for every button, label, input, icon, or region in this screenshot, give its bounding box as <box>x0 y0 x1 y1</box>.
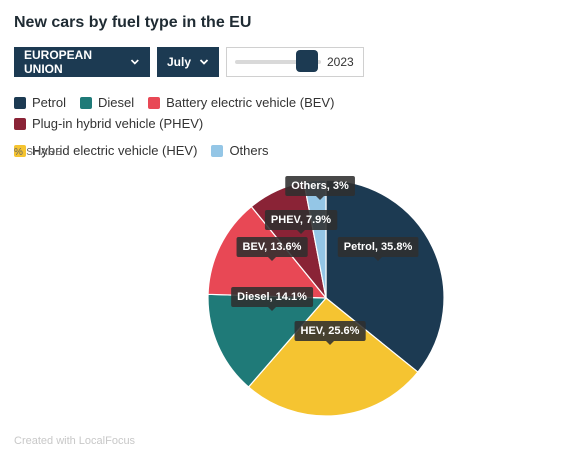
data-label-text: Petrol, 35.8% <box>344 241 413 253</box>
data-label-diesel: Diesel, 14.1% <box>231 287 314 311</box>
filter-controls: EUROPEAN UNION July 2023 <box>14 47 364 77</box>
chevron-down-icon <box>131 59 140 65</box>
year-slider: 2023 <box>226 47 364 77</box>
legend-item[interactable]: Battery electric vehicle (BEV) <box>148 95 334 110</box>
pie-slice-diesel[interactable] <box>207 293 328 388</box>
legend-label: Plug-in hybrid vehicle (PHEV) <box>32 116 204 131</box>
legend-swatch <box>79 96 92 109</box>
chart-legend: Petrol Diesel Battery electric vehicle (BE… <box>14 95 534 158</box>
legend-item[interactable]: Plug-in hybrid vehicle (PHEV) <box>14 116 203 131</box>
legend-swatch <box>14 96 26 109</box>
year-slider-track[interactable] <box>235 50 321 72</box>
data-label-text: HEV, 25.6% <box>301 325 360 337</box>
data-label-petrol: Petrol, 35.8% <box>337 237 419 261</box>
legend-swatch <box>14 117 26 130</box>
region-dropdown-label: EUROPEAN UNION <box>24 48 93 76</box>
value-axis-label: % SHARE <box>14 147 63 158</box>
data-label-bev: BEV, 13.6% <box>236 237 308 261</box>
chart-title: New cars by fuel type in the EU <box>14 14 252 31</box>
legend-item[interactable]: Diesel <box>79 95 135 110</box>
credit-link[interactable]: Created with LocalFocus <box>14 435 136 447</box>
legend-label: Others <box>229 143 269 158</box>
legend-label: Petrol <box>32 95 66 110</box>
data-label-text: Diesel, 14.1% <box>237 291 307 303</box>
legend-swatch <box>211 144 224 157</box>
data-label-hev: HEV, 25.6% <box>294 321 366 345</box>
chevron-down-icon <box>199 59 209 65</box>
legend-item[interactable]: Petrol <box>14 95 66 110</box>
legend-item[interactable]: Others <box>211 143 268 158</box>
month-dropdown[interactable]: July <box>157 47 219 77</box>
legend-label: Battery electric vehicle (BEV) <box>166 95 335 110</box>
data-label-text: BEV, 13.6% <box>243 241 302 253</box>
region-dropdown[interactable]: EUROPEAN UNION <box>14 47 150 77</box>
legend-label: Diesel <box>97 95 135 110</box>
legend-swatch <box>148 96 161 109</box>
pie-slice-hev[interactable] <box>247 297 419 417</box>
legend-label: Hybrid electric vehicle (HEV) <box>32 143 198 158</box>
pie-slice-petrol[interactable] <box>325 179 445 373</box>
data-label-text: PHEV, 7.9% <box>271 214 331 226</box>
year-value: 2023 <box>327 55 354 69</box>
legend-item[interactable]: Hybrid electric vehicle (HEV) <box>14 143 197 158</box>
data-label-text: Others, 3% <box>291 180 349 192</box>
legend-swatch <box>14 144 26 157</box>
year-slider-thumb[interactable] <box>295 50 318 72</box>
month-dropdown-label: July <box>167 55 192 69</box>
data-label-phev: PHEV, 7.9% <box>264 210 338 234</box>
data-label-others: Others, 3% <box>285 176 355 200</box>
